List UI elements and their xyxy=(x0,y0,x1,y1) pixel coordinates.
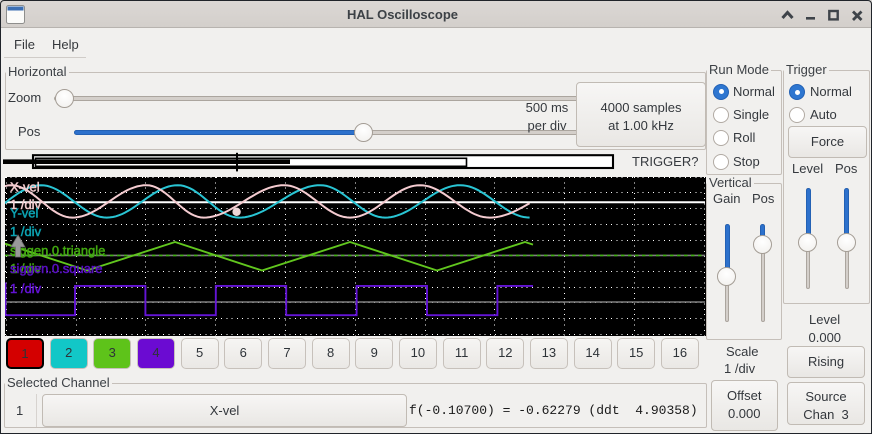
svg-text:1 /div: 1 /div xyxy=(10,281,42,296)
svg-text:1 /div: 1 /div xyxy=(10,261,42,276)
svg-text:Y-vel: Y-vel xyxy=(10,205,39,220)
svg-text:X-vel: X-vel xyxy=(10,180,40,195)
svg-text:siggen.0.square: siggen.0.square xyxy=(10,261,103,276)
svg-text:siggen.0.triangle: siggen.0.triangle xyxy=(10,243,105,258)
svg-text:1 /div: 1 /div xyxy=(10,197,42,212)
svg-text:1 /div: 1 /div xyxy=(10,224,42,239)
